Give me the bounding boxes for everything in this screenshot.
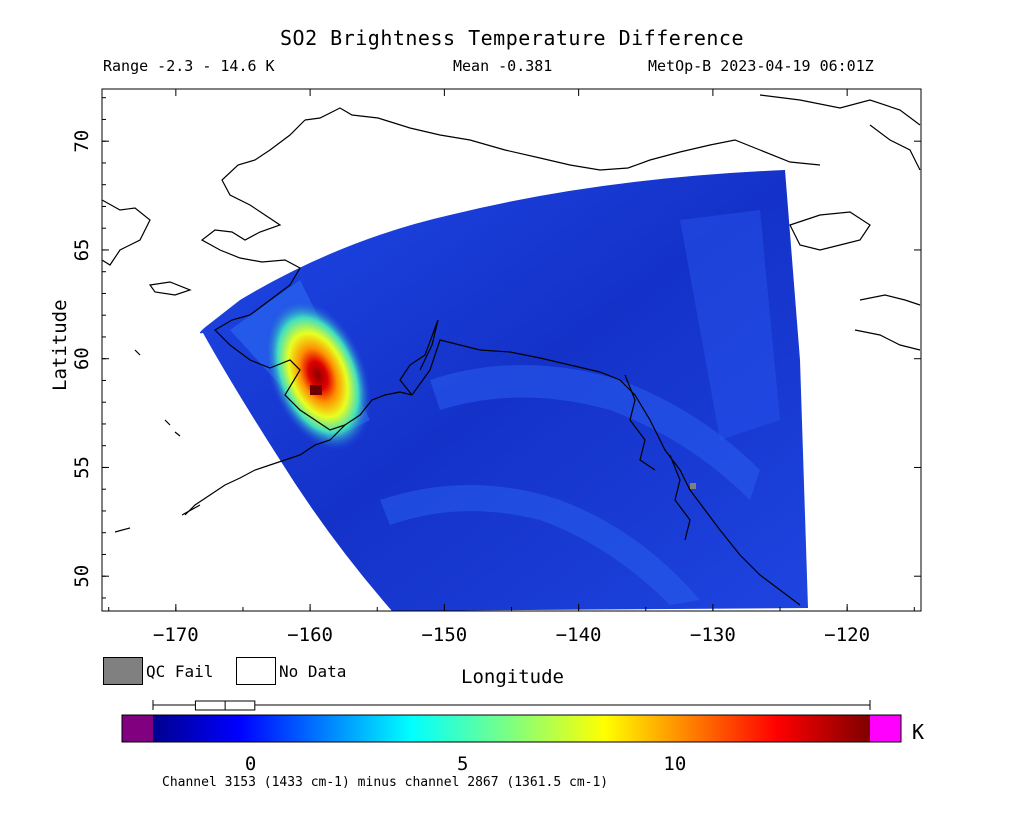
y-axis-label: Latitude: [49, 299, 71, 391]
qc-fail-swatch: [103, 657, 143, 685]
x-tick-label: −160: [287, 624, 333, 646]
bering-island: [148, 281, 192, 296]
qc-fail-label: QC Fail: [146, 662, 214, 681]
y-tick-label: 50: [71, 565, 93, 588]
southeast-coast: [411, 339, 801, 606]
no-data-label: No Data: [279, 662, 347, 681]
colorbar-unit: K: [912, 720, 925, 744]
map-title: SO2 Brightness Temperature Difference: [279, 26, 745, 50]
x-axis-ticks: −170 −160 −150 −140 −130 −120: [108, 89, 915, 646]
x-tick-label: −140: [556, 624, 602, 646]
mean-text: Mean -0.381: [453, 57, 553, 75]
y-tick-label: 55: [71, 456, 93, 479]
no-data-swatch: [236, 657, 276, 685]
canada-arctic-coast: [759, 94, 921, 126]
y-tick-label: 60: [71, 347, 93, 370]
range-text: Range -2.3 - 14.6 K: [103, 57, 275, 75]
alaska-peninsula: [184, 424, 346, 516]
so2-plume: [264, 298, 372, 452]
x-tick-label: −170: [153, 624, 199, 646]
x-tick-label: −130: [690, 624, 736, 646]
canada-islands: [789, 124, 921, 306]
aleutian-islands: [114, 349, 201, 533]
channel-footnote: Channel 3153 (1433 cm-1) minus channel 2…: [162, 775, 609, 790]
swath-band: [380, 485, 700, 605]
sitka-islands: [624, 374, 691, 541]
hudson-coast: [854, 329, 921, 351]
y-tick-label: 65: [71, 239, 93, 262]
plume-max-pixel: [310, 385, 322, 395]
coastlines: [102, 94, 921, 606]
y-tick-label: 70: [71, 130, 93, 153]
x-axis-label: Longitude: [461, 666, 564, 688]
y-axis-ticks: 70 65 60 55 50: [71, 97, 921, 599]
qc-fail-pixel: [690, 483, 696, 489]
alaska-west-coast: [200, 119, 413, 431]
chukotka-coast: [102, 199, 151, 266]
x-tick-label: −150: [421, 624, 467, 646]
swath-band: [430, 365, 760, 500]
swath-band: [680, 210, 780, 440]
cook-inlet: [399, 319, 439, 396]
satellite-time-text: MetOp-B 2023-04-19 06:01Z: [648, 57, 874, 75]
x-tick-label: −120: [824, 624, 870, 646]
alaska-north-coast: [304, 107, 821, 171]
